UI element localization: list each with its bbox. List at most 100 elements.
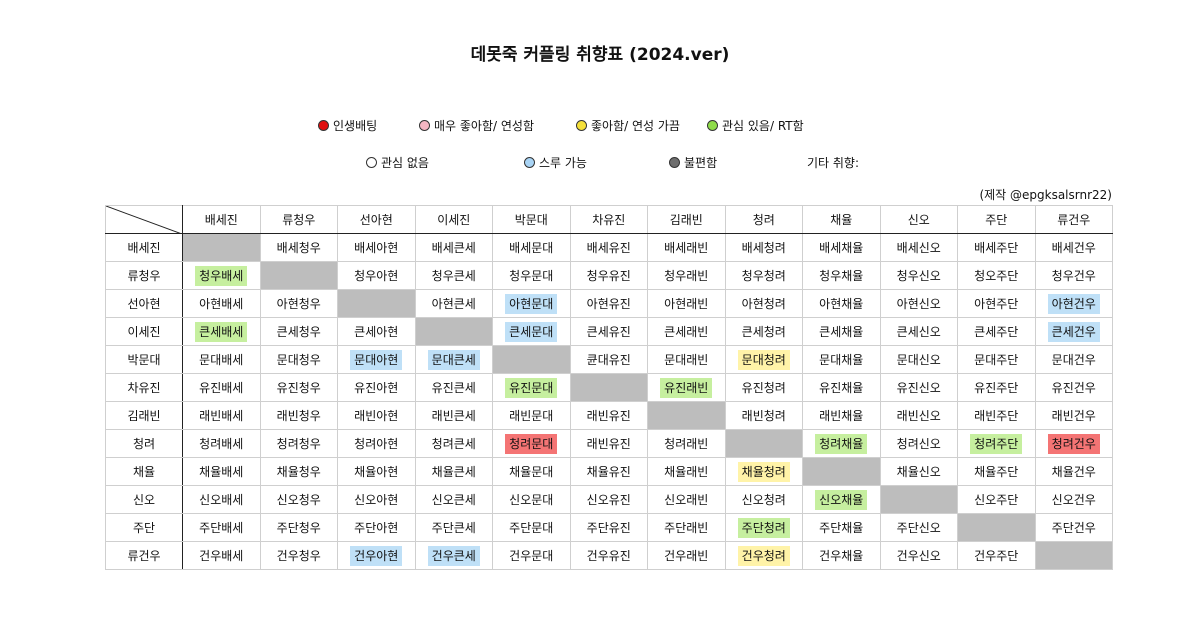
pairing-label: 건우주단 [974, 548, 1019, 563]
pairing-label: 배세건우 [1051, 240, 1096, 255]
legend-row-1: 인생배팅 매우 좋아함/ 연성함 좋아함/ 연성 가끔 관심 있음/ RT함 [0, 117, 1200, 137]
pairing-label: 주단문대 [509, 520, 554, 535]
pairing-cell: 배세채율 [802, 233, 881, 262]
pairing-cell: 건우신오 [879, 541, 958, 570]
pairing-label: 배세유진 [586, 240, 631, 255]
pairing-label: 채율주단 [974, 464, 1019, 479]
pairing-label: 유진큰세 [431, 380, 476, 395]
pairing-cell: 배세유진 [569, 233, 648, 262]
pairing-table: 배세진 류청우 선아현 이세진 박문대 차유진 김래빈 청려 채율 신오 주단 류건우 배세진 배세청우… [105, 205, 1113, 570]
diagonal-line-icon [106, 206, 182, 234]
pairing-cell: 채율유진 [569, 457, 648, 486]
pairing-label: 문대래빈 [664, 352, 709, 367]
pairing-cell: 아현문대 [492, 289, 571, 318]
pairing-cell: 채율문대 [492, 457, 571, 486]
table-row: 채율 채율배세 채율청우 채율아현 채율큰세 채율문대 채율유진 채율래빈 채율청려 채율신오 채율… [105, 457, 1113, 486]
pairing-label: 배세큰세 [431, 240, 476, 255]
pairing-label: 건우래빈 [664, 548, 709, 563]
pairing-label: 래빈주단 [974, 408, 1019, 423]
pairing-cell: 청우채율 [802, 261, 881, 290]
pairing-cell: 주단배세 [182, 513, 261, 542]
pairing-cell: 건우주단 [957, 541, 1036, 570]
pairing-cell: 청려채율 [802, 429, 881, 458]
pairing-cell: 건우래빈 [647, 541, 726, 570]
pairing-cell: 청오주단 [957, 261, 1036, 290]
pairing-cell: 청려래빈 [647, 429, 726, 458]
pairing-cell: 청려건우 [1034, 429, 1113, 458]
pairing-cell: 문대래빈 [647, 345, 726, 374]
highlighted-pairing-label: 건우큰세 [427, 545, 480, 566]
pairing-cell: 큰세신오 [879, 317, 958, 346]
pairing-label: 청우아현 [354, 268, 399, 283]
red-dot-icon [318, 120, 329, 131]
pairing-label: 청려배세 [199, 436, 244, 451]
pairing-label: 큰세청려 [741, 324, 786, 339]
pairing-label: 배세채율 [819, 240, 864, 255]
pairing-label: 신오래빈 [664, 492, 709, 507]
legend-label: 기타 취향: [807, 156, 860, 170]
pairing-cell: 청우청려 [724, 261, 803, 290]
pairing-label: 건우청우 [276, 548, 321, 563]
pairing-label: 배세주단 [974, 240, 1019, 255]
pairing-label: 래빈청려 [741, 408, 786, 423]
pairing-label: 신오청우 [276, 492, 321, 507]
pairing-label: 건우유진 [586, 548, 631, 563]
pairing-cell: 신오문대 [492, 485, 571, 514]
pairing-cell: 신오배세 [182, 485, 261, 514]
column-header: 이세진 [414, 205, 493, 234]
pairing-cell: 래빈청려 [724, 401, 803, 430]
pairing-cell: 주단건우 [1034, 513, 1113, 542]
page-title: 데못죽 커플링 취향표 (2024.ver) [470, 45, 730, 65]
table-row: 선아현 아현배세 아현청우 아현큰세 아현문대 아현유진 아현래빈 아현청려 아현채율 아현신오 아… [105, 289, 1113, 318]
highlighted-pairing-label: 신오채율 [815, 489, 868, 510]
pairing-cell: 건우유진 [569, 541, 648, 570]
highlighted-pairing-label: 아현건우 [1047, 293, 1100, 314]
pairing-cell: 배세문대 [492, 233, 571, 262]
pairing-label: 큰세채율 [819, 324, 864, 339]
pairing-label: 주단신오 [896, 520, 941, 535]
pairing-cell: 주단청려 [724, 513, 803, 542]
pairing-label: 건우배세 [199, 548, 244, 563]
row-header: 박문대 [105, 345, 183, 374]
pairing-label: 배세아현 [354, 240, 399, 255]
legend-item-pass: 스루 가능 [524, 154, 587, 171]
pairing-cell: 건우문대 [492, 541, 571, 570]
column-header: 김래빈 [647, 205, 726, 234]
pairing-label: 청려신오 [896, 436, 941, 451]
pairing-cell: 신오채율 [802, 485, 881, 514]
pairing-cell: 배세주단 [957, 233, 1036, 262]
pairing-cell: 유진문대 [492, 373, 571, 402]
column-header: 류건우 [1034, 205, 1113, 234]
column-header: 배세진 [182, 205, 261, 234]
diagonal-cell [957, 513, 1036, 542]
pairing-cell: 건우청려 [724, 541, 803, 570]
pairing-label: 주단배세 [199, 520, 244, 535]
row-header: 김래빈 [105, 401, 183, 430]
pairing-cell: 채율청우 [259, 457, 338, 486]
pairing-cell: 유진청려 [724, 373, 803, 402]
pairing-label: 아현유진 [586, 296, 631, 311]
pairing-cell: 주단문대 [492, 513, 571, 542]
pairing-label: 주단큰세 [431, 520, 476, 535]
pairing-cell: 채율주단 [957, 457, 1036, 486]
table-row: 류건우 건우배세 건우청우 건우아현 건우큰세 건우문대 건우유진 건우래빈 건우청려 건우채율 건… [105, 541, 1113, 570]
table-header-row: 배세진 류청우 선아현 이세진 박문대 차유진 김래빈 청려 채율 신오 주단 류건우 [105, 205, 1113, 234]
pairing-label: 유진채율 [819, 380, 864, 395]
table-row: 주단 주단배세 주단청우 주단아현 주단큰세 주단문대 주단유진 주단래빈 주단청려 주단채율 주단… [105, 513, 1113, 542]
pairing-label: 아현청우 [276, 296, 321, 311]
pairing-cell: 문대청우 [259, 345, 338, 374]
pairing-label: 주단채율 [819, 520, 864, 535]
pairing-label: 문대청우 [276, 352, 321, 367]
pairing-cell: 청우신오 [879, 261, 958, 290]
pairing-cell: 채율청려 [724, 457, 803, 486]
pairing-label: 주단건우 [1051, 520, 1096, 535]
legend-item-uncomfortable: 불편함 [669, 154, 717, 171]
pairing-cell: 배세청우 [259, 233, 338, 262]
pairing-cell: 래빈큰세 [414, 401, 493, 430]
legend-label: 관심 없음 [381, 156, 429, 170]
diagonal-cell [879, 485, 958, 514]
pairing-cell: 채율래빈 [647, 457, 726, 486]
pairing-cell: 큰세건우 [1034, 317, 1113, 346]
pairing-cell: 건우큰세 [414, 541, 493, 570]
legend-row-2: 관심 없음 스루 가능 불편함 기타 취향: [0, 154, 1200, 174]
